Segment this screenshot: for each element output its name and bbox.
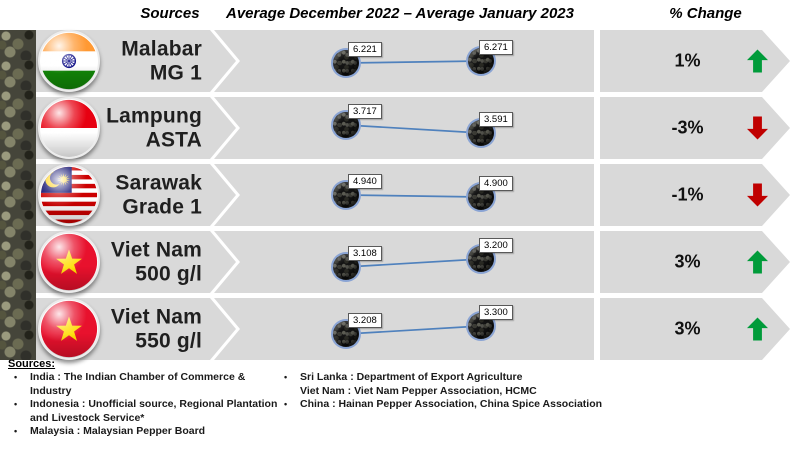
percent-change-value: 3% (674, 318, 701, 339)
bullet-icon (284, 385, 300, 399)
footer-sources-heading: Sources: (8, 358, 56, 370)
bullet-icon: • (284, 399, 288, 409)
value-label-jan-2023: 6.271 (479, 40, 513, 55)
malaysia-flag-icon (38, 164, 100, 226)
price-row-sarawak-grade-1: Sarawak Grade 1 4.940 4.900 -1% (0, 164, 800, 226)
bullet-icon: • (284, 372, 288, 382)
value-label-jan-2023: 3.591 (479, 112, 513, 127)
source-item: Viet Nam : Viet Nam Pepper Association, … (284, 385, 764, 399)
source-item: • China : Hainan Pepper Association, Chin… (284, 398, 764, 412)
value-label-dec-2022: 3.717 (348, 104, 382, 119)
value-label-jan-2023: 4.900 (479, 176, 513, 191)
source-item: • Indonesia : Unofficial source, Regional… (14, 398, 279, 425)
percent-change-band: -3% (600, 97, 790, 159)
value-label-dec-2022: 6.221 (348, 42, 382, 57)
percent-change-band: 3% (600, 298, 790, 360)
down-arrow-icon (747, 184, 768, 207)
grade-label: Malabar MG 1 (121, 37, 202, 84)
price-row-lampung-asta: Lampung ASTA 3.717 3.591 -3% (0, 97, 800, 159)
grade-label: Viet Nam 550 g/l (110, 305, 202, 352)
value-label-dec-2022: 4.940 (348, 174, 382, 189)
source-text: China : Hainan Pepper Association, China… (300, 398, 603, 410)
vietnam-flag-icon (38, 231, 100, 293)
header-sources: Sources (140, 5, 200, 22)
source-text: India : The Indian Chamber of Commerce &… (30, 371, 246, 397)
percent-change-value: 3% (674, 251, 701, 272)
percent-change-value: -3% (671, 117, 704, 138)
price-trend-band: 3.717 3.591 (214, 97, 594, 159)
price-trend-band: 4.940 4.900 (214, 164, 594, 226)
price-row-viet-nam-550-g-l: Viet Nam 550 g/l 3.208 3.300 3% (0, 298, 800, 360)
price-trend-band: 3.208 3.300 (214, 298, 594, 360)
vietnam-flag-icon (38, 298, 100, 360)
footer-sources-left-list: • India : The Indian Chamber of Commerce … (14, 371, 279, 439)
india-flag-icon (38, 30, 100, 92)
up-arrow-icon (747, 50, 768, 73)
percent-change-value: 1% (674, 50, 701, 71)
footer-sources-right-list: • Sri Lanka : Department of Export Agricu… (284, 371, 764, 412)
grade-label: Sarawak Grade 1 (115, 171, 202, 218)
percent-change-value: -1% (671, 184, 704, 205)
bullet-icon: • (14, 426, 18, 436)
trend-line (345, 124, 482, 134)
price-row-malabar-mg-1: Malabar MG 1 6.221 6.271 1% (0, 30, 800, 92)
header-change: % Change (669, 5, 742, 22)
trend-line (345, 194, 482, 198)
source-item: • Sri Lanka : Department of Export Agricu… (284, 371, 764, 385)
percent-change-band: 1% (600, 30, 790, 92)
value-label-dec-2022: 3.208 (348, 313, 382, 328)
source-text: Malaysia : Malaysian Pepper Board (30, 425, 206, 437)
trend-line (345, 60, 482, 64)
grade-label: Lampung ASTA (106, 104, 202, 151)
price-trend-band: 3.108 3.200 (214, 231, 594, 293)
down-arrow-icon (747, 117, 768, 140)
percent-change-band: -1% (600, 164, 790, 226)
header-period: Average December 2022 – Average January … (225, 5, 574, 22)
value-label-jan-2023: 3.200 (479, 238, 513, 253)
up-arrow-icon (747, 251, 768, 274)
source-text: Sri Lanka : Department of Export Agricul… (300, 371, 523, 383)
value-label-dec-2022: 3.108 (348, 246, 382, 261)
source-item: • Malaysia : Malaysian Pepper Board (14, 425, 279, 439)
peppercorn-photo-strip (0, 30, 36, 360)
indonesia-flag-icon (38, 97, 100, 159)
value-label-jan-2023: 3.300 (479, 305, 513, 320)
price-row-viet-nam-500-g-l: Viet Nam 500 g/l 3.108 3.200 3% (0, 231, 800, 293)
source-text: Indonesia : Unofficial source, Regional … (30, 398, 278, 424)
source-item: • India : The Indian Chamber of Commerce … (14, 371, 279, 398)
trend-line (345, 325, 482, 335)
bullet-icon: • (14, 372, 18, 382)
up-arrow-icon (747, 318, 768, 341)
percent-change-band: 3% (600, 231, 790, 293)
data-point-dec-2022 (333, 112, 359, 138)
price-trend-band: 6.221 6.271 (214, 30, 594, 92)
source-text: Viet Nam : Viet Nam Pepper Association, … (300, 384, 537, 397)
bullet-icon: • (14, 399, 18, 409)
grade-label: Viet Nam 500 g/l (110, 238, 202, 285)
trend-line (345, 258, 482, 268)
